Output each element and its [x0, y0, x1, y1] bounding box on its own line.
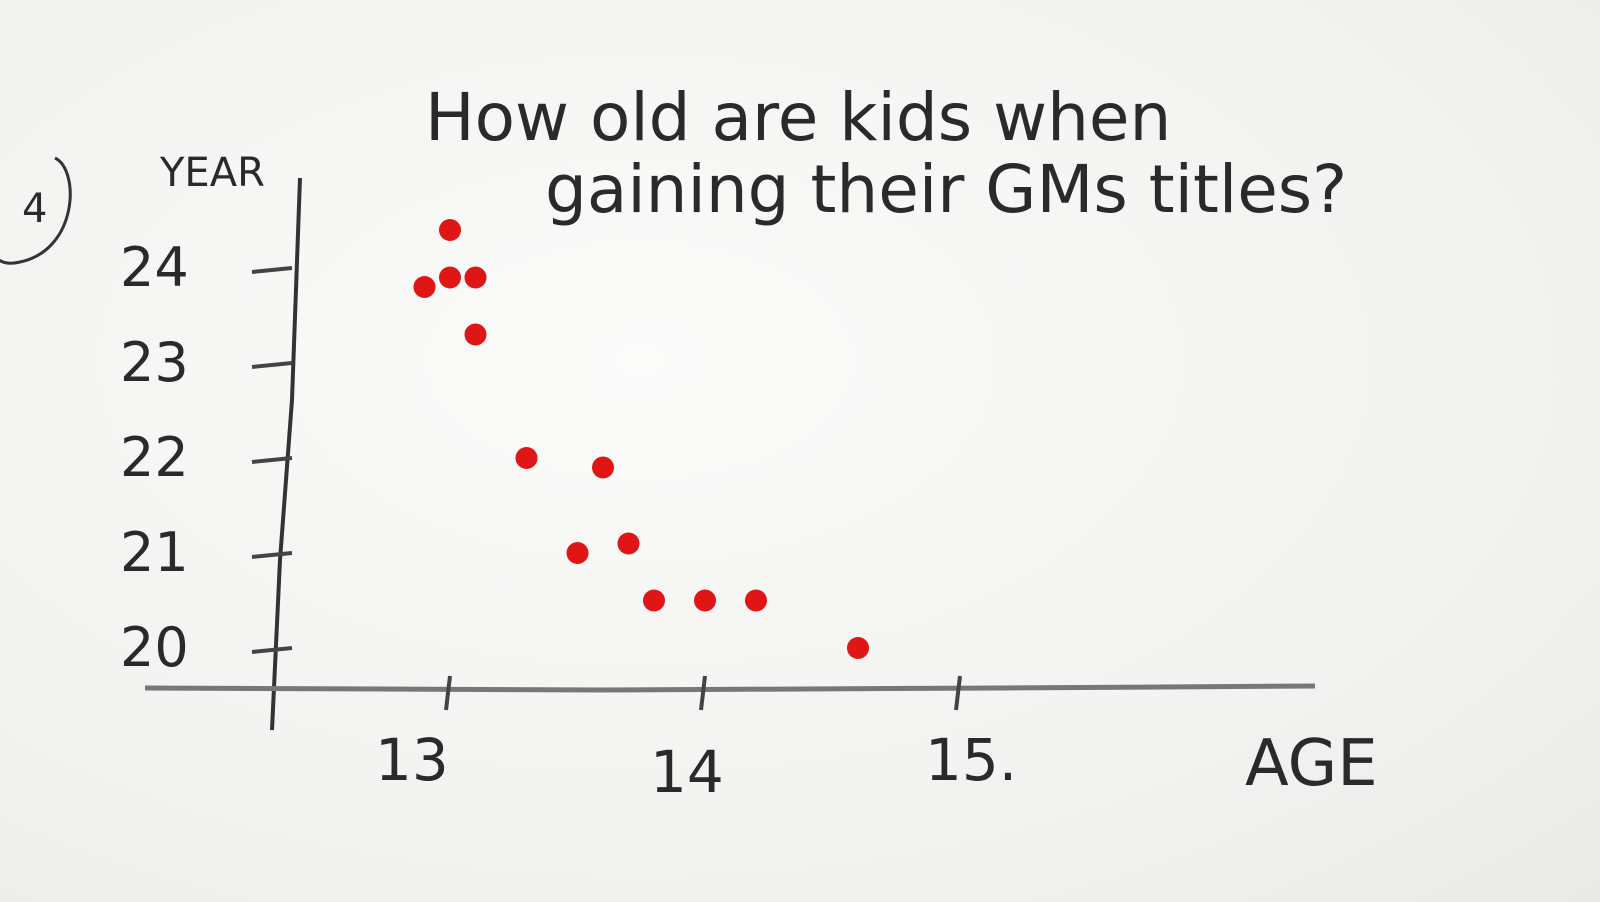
y-tick-label: 20: [120, 616, 189, 679]
y-axis-ticks: 24 23 22 21 20: [120, 236, 293, 679]
data-point: [464, 323, 487, 346]
x-tick-label: 13: [375, 726, 449, 794]
y-axis-line: [270, 177, 302, 731]
y-tick-label: 22: [120, 426, 189, 489]
x-axis-ticks: 13 14 15.: [375, 675, 1017, 806]
data-point: [694, 589, 716, 612]
data-point: [617, 532, 640, 555]
data-point: [439, 266, 461, 289]
x-axis-label: AGE: [1245, 727, 1378, 801]
data-point: [515, 447, 538, 469]
y-tick-mark: [251, 266, 293, 274]
x-tick-label: 15.: [925, 726, 1017, 794]
x-tick-mark: [444, 675, 452, 711]
y-axis-label: YEAR: [159, 150, 265, 196]
y-tick-mark: [251, 551, 293, 559]
chart-title-line1: How old are kids when: [425, 79, 1171, 156]
data-points: [413, 219, 869, 659]
data-point: [847, 637, 869, 659]
y-tick-label: 24: [120, 236, 189, 299]
data-point: [413, 276, 436, 298]
x-tick-mark: [699, 675, 707, 711]
y-tick-mark: [251, 361, 293, 369]
data-point: [643, 589, 665, 612]
y-tick-mark: [251, 646, 293, 654]
x-axis-line: [144, 683, 1316, 693]
y-tick-label: 21: [120, 521, 189, 584]
x-tick-label: 14: [650, 738, 724, 806]
data-point: [464, 266, 487, 289]
y-tick-mark: [251, 456, 293, 464]
data-point: [592, 456, 614, 479]
question-number: 4: [22, 186, 47, 232]
question-number-badge: 4: [0, 156, 72, 265]
data-point: [439, 219, 461, 241]
x-tick-mark: [954, 675, 962, 711]
y-tick-label: 23: [120, 331, 189, 394]
data-point: [566, 542, 589, 564]
data-point: [745, 589, 767, 612]
chart-title-line2: gaining their GMs titles?: [545, 151, 1347, 228]
